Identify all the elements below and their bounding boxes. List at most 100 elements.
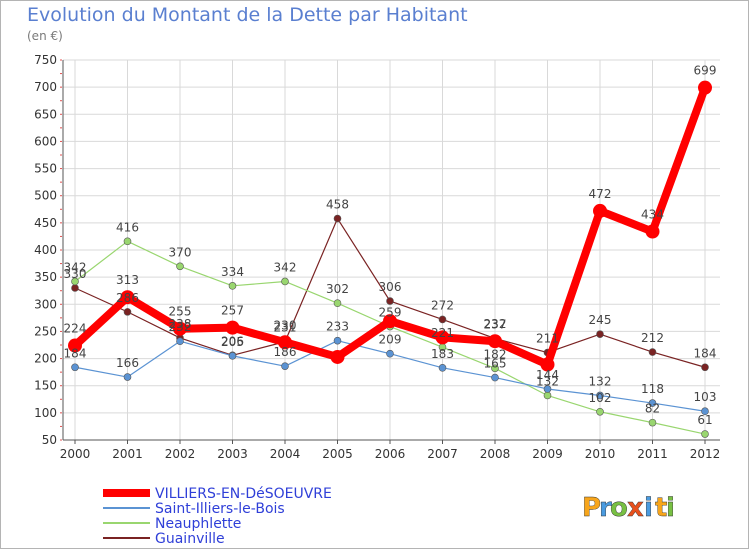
series-point <box>438 363 447 372</box>
x-tick-label: 2008 <box>480 447 511 461</box>
series-point <box>543 391 552 400</box>
data-label: 211 <box>536 332 559 346</box>
series-point <box>698 80 712 95</box>
series-point <box>701 430 709 438</box>
series-point <box>176 262 184 271</box>
series-point <box>540 357 555 372</box>
data-label: 259 <box>379 306 402 320</box>
data-label: 132 <box>536 374 559 388</box>
series-point <box>491 364 499 373</box>
series-point <box>438 315 447 324</box>
y-tick-label: 600 <box>34 134 57 148</box>
series-point <box>281 362 289 370</box>
chart-subtitle: (en €) <box>27 29 63 43</box>
data-label: 245 <box>589 313 612 327</box>
series-point <box>701 407 709 416</box>
y-tick-label: 250 <box>34 324 57 338</box>
data-label: 82 <box>645 402 660 416</box>
data-label: 233 <box>326 320 349 334</box>
logo-letter: t <box>655 493 667 523</box>
data-label: 286 <box>116 291 139 305</box>
y-tick-label: 200 <box>34 352 57 366</box>
logo-letter: x <box>627 493 644 523</box>
series-point <box>120 290 135 305</box>
y-tick-label: 450 <box>34 216 57 230</box>
y-tick-label: 550 <box>34 162 57 176</box>
series-point <box>645 224 660 239</box>
chart-title: Evolution du Montant de la Dette par Hab… <box>27 4 468 26</box>
legend-label: Guainville <box>155 531 225 547</box>
series-layer <box>68 80 712 438</box>
series-point <box>228 282 237 290</box>
y-tick-label: 150 <box>34 379 57 393</box>
series-point <box>543 385 552 393</box>
data-label: 205 <box>221 335 244 349</box>
x-tick-label: 2004 <box>270 447 301 461</box>
series-point <box>596 407 604 416</box>
series-point <box>176 337 184 346</box>
legend-label: Saint-Illiers-le-Bois <box>155 501 285 517</box>
proxiti-logo: Pro x i ti <box>582 493 675 523</box>
data-label: 238 <box>169 317 192 331</box>
logo-letter: o <box>610 493 628 523</box>
series-point <box>596 391 604 400</box>
data-label: 206 <box>221 334 244 348</box>
series-point <box>173 321 187 336</box>
data-label: 212 <box>641 331 664 345</box>
data-label: 272 <box>431 298 454 312</box>
data-label: 255 <box>169 305 192 319</box>
series-point <box>491 373 499 382</box>
y-tick-label: 750 <box>34 53 57 67</box>
y-tick-label: 400 <box>34 243 57 257</box>
data-label: 257 <box>221 304 244 318</box>
data-label: 186 <box>274 345 297 359</box>
x-tick-label: 2003 <box>217 447 248 461</box>
data-label: 472 <box>589 187 612 201</box>
series-point <box>435 330 450 345</box>
data-label: 182 <box>484 347 507 361</box>
series-point <box>123 308 132 316</box>
series-point <box>593 203 607 218</box>
series-point <box>648 399 657 407</box>
legend-label: VILLIERS-EN-DéSOEUVRE <box>155 486 332 502</box>
data-label: 132 <box>589 374 612 388</box>
logo-letter: r <box>599 493 612 523</box>
data-label: 184 <box>694 346 717 360</box>
series-point <box>228 352 237 360</box>
data-label: 231 <box>274 321 297 335</box>
series-point <box>333 336 342 345</box>
data-label: 237 <box>484 317 507 331</box>
x-tick-label: 2007 <box>427 447 458 461</box>
y-tick-label: 300 <box>34 297 57 311</box>
data-label: 184 <box>64 346 87 360</box>
series-point <box>123 373 132 381</box>
series-point <box>648 418 657 427</box>
logo-letter: P <box>582 493 601 523</box>
x-tick-label: 2006 <box>375 447 406 461</box>
y-tick-label: 500 <box>34 189 57 203</box>
data-label: 434 <box>641 208 664 222</box>
data-label: 102 <box>589 391 612 405</box>
logo-letter: i <box>666 493 675 523</box>
series-point <box>333 214 342 223</box>
data-label: 232 <box>169 320 192 334</box>
data-label: 183 <box>431 347 454 361</box>
series-point <box>701 363 709 372</box>
data-label: 699 <box>694 64 717 78</box>
y-tick-label: 350 <box>34 270 57 284</box>
series-point <box>386 349 394 358</box>
data-label: 209 <box>379 333 402 347</box>
series-point <box>225 320 240 335</box>
data-label: 313 <box>116 273 139 287</box>
x-tick-label: 2001 <box>112 447 143 461</box>
data-label: 342 <box>274 260 297 274</box>
series-point <box>333 299 342 308</box>
series-point <box>71 363 79 372</box>
x-tick-label: 2009 <box>532 447 563 461</box>
data-label: 221 <box>431 326 454 340</box>
legend: VILLIERS-EN-DéSOEUVRESaint-Illiers-le-Bo… <box>103 486 332 547</box>
data-labels: 330 286 238 206 231 458 306 272 237 211 245 212 184 3… <box>64 64 717 427</box>
data-label: 165 <box>484 357 507 371</box>
